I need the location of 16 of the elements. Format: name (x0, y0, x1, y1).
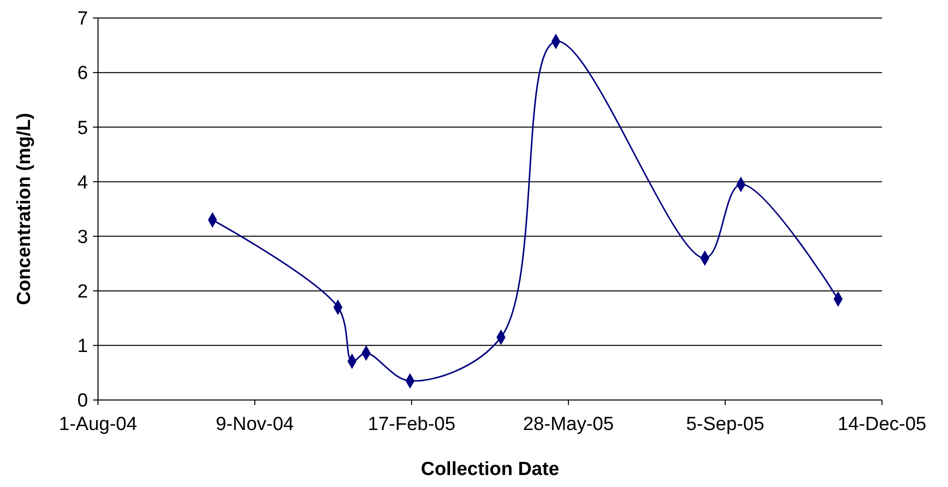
x-tick-label: 14-Dec-05 (838, 414, 926, 435)
y-tick-label: 1 (77, 336, 88, 358)
y-tick-label: 3 (77, 226, 88, 248)
x-tick-label: 9-Nov-04 (216, 414, 294, 435)
x-tick-label: 5-Sep-05 (686, 414, 764, 435)
y-tick-label: 2 (77, 282, 88, 303)
y-axis-title: Concentration (mg/L) (14, 112, 35, 306)
y-tick-label: 6 (77, 63, 88, 84)
x-tick-label: 1-Aug-04 (58, 414, 138, 435)
x-tick-label: 17-Feb-05 (368, 414, 456, 435)
y-tick-label: 7 (77, 8, 88, 30)
y-tick-label: 4 (77, 172, 88, 194)
y-tick-label: 0 (77, 390, 88, 412)
y-tick-label: 5 (77, 118, 88, 139)
x-axis-title: Collection Date (420, 459, 560, 480)
x-tick-label: 28-May-05 (522, 414, 614, 435)
